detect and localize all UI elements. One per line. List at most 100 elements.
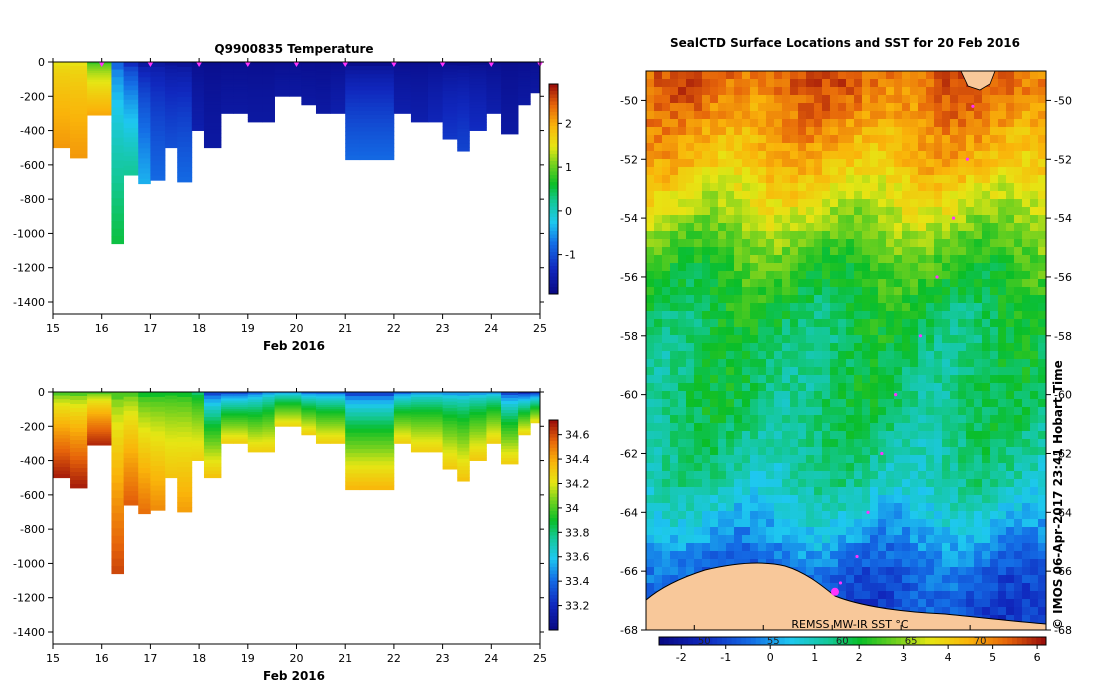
sst-cell <box>678 527 687 536</box>
sst-cell <box>830 295 839 304</box>
colorbar-segment <box>549 588 558 592</box>
sst-cell <box>750 119 759 128</box>
section-cell <box>53 129 71 134</box>
section-cell <box>53 122 71 127</box>
sst-cell <box>1030 455 1039 464</box>
sst-cell <box>694 399 703 408</box>
colorbar-segment <box>549 553 558 557</box>
sst-cell <box>710 135 719 144</box>
section-cell <box>410 89 429 93</box>
sst-cell <box>662 495 671 504</box>
sst-cell <box>1030 319 1039 328</box>
sst-cell <box>838 391 847 400</box>
sst-cell <box>822 311 831 320</box>
sst-cell <box>1022 167 1031 176</box>
sst-cell <box>822 575 831 584</box>
sst-cell <box>774 143 783 152</box>
section-cell <box>274 397 290 400</box>
sst-cell <box>870 271 879 280</box>
sst-cell <box>886 159 895 168</box>
section-cell <box>457 455 470 460</box>
sst-cell <box>974 199 983 208</box>
sst-cell <box>1038 263 1047 272</box>
section-cell <box>274 396 290 399</box>
section-cell <box>70 484 88 489</box>
section-cell <box>359 90 395 95</box>
sst-cell <box>1006 431 1015 440</box>
sst-cell <box>798 95 807 104</box>
section-cell <box>427 119 443 123</box>
sst-cell <box>670 127 679 136</box>
section-cell <box>233 441 249 444</box>
sst-cell <box>1006 127 1015 136</box>
sst-cell <box>822 111 831 120</box>
sst-cell <box>990 503 999 512</box>
section-cell <box>393 409 412 412</box>
section-cell <box>359 428 395 434</box>
sst-cell <box>846 335 855 344</box>
sst-cell <box>886 439 895 448</box>
sst-cell <box>974 543 983 552</box>
y-tick-label: 0 <box>38 56 45 69</box>
sst-cell <box>854 463 863 472</box>
sst-cell <box>702 151 711 160</box>
sst-cell <box>998 447 1007 456</box>
section-cell <box>274 400 290 403</box>
sst-cell <box>974 423 983 432</box>
section-cell <box>359 449 395 454</box>
section-cell <box>289 410 302 413</box>
sst-cell <box>1022 375 1031 384</box>
sst-cell <box>958 223 967 232</box>
colorbar-tick-label: 34.2 <box>565 477 590 490</box>
sst-cell <box>678 415 687 424</box>
sst-cell <box>830 567 839 576</box>
sst-cell <box>670 311 679 320</box>
sst-cell <box>886 175 895 184</box>
sst-cell <box>654 303 663 312</box>
sst-cell <box>694 439 703 448</box>
sst-cell <box>758 143 767 152</box>
sst-cell <box>870 279 879 288</box>
sst-cell <box>806 463 815 472</box>
sst-cell <box>990 143 999 152</box>
section-cell <box>359 62 395 67</box>
sst-cell <box>1014 407 1023 416</box>
colorbar-segment <box>549 500 558 505</box>
sst-cell <box>798 127 807 136</box>
sst-cell <box>902 479 911 488</box>
sst-cell <box>766 191 775 200</box>
sst-cell <box>686 471 695 480</box>
sst-cell <box>902 343 911 352</box>
sst-cell <box>942 455 951 464</box>
sst-cell <box>734 303 743 312</box>
section-cell <box>442 126 458 130</box>
sst-cell <box>854 495 863 504</box>
sst-cell <box>950 519 959 528</box>
section-cell <box>442 65 458 69</box>
sst-cell <box>806 487 815 496</box>
sst-cell <box>982 495 991 504</box>
section-cell <box>486 68 502 71</box>
sst-cell <box>950 79 959 88</box>
sst-cell <box>998 415 1007 424</box>
sst-cell <box>1014 543 1023 552</box>
section-cell <box>469 119 487 123</box>
sst-cell <box>974 175 983 184</box>
sst-cell <box>950 543 959 552</box>
sst-cell <box>998 503 1007 512</box>
sst-cell <box>710 471 719 480</box>
sst-cell <box>798 263 807 272</box>
sst-cell <box>854 287 863 296</box>
sst-cell <box>966 143 975 152</box>
sst-cell <box>846 183 855 192</box>
sst-cell <box>686 295 695 304</box>
x-tick-label: 23 <box>436 322 450 335</box>
sst-cell <box>790 199 799 208</box>
sst-cell <box>766 303 775 312</box>
section-cell <box>427 399 443 403</box>
sst-cell <box>822 431 831 440</box>
sst-cell <box>710 431 719 440</box>
sst-cell <box>854 383 863 392</box>
section-cell <box>53 420 71 425</box>
sst-cell <box>646 143 655 152</box>
